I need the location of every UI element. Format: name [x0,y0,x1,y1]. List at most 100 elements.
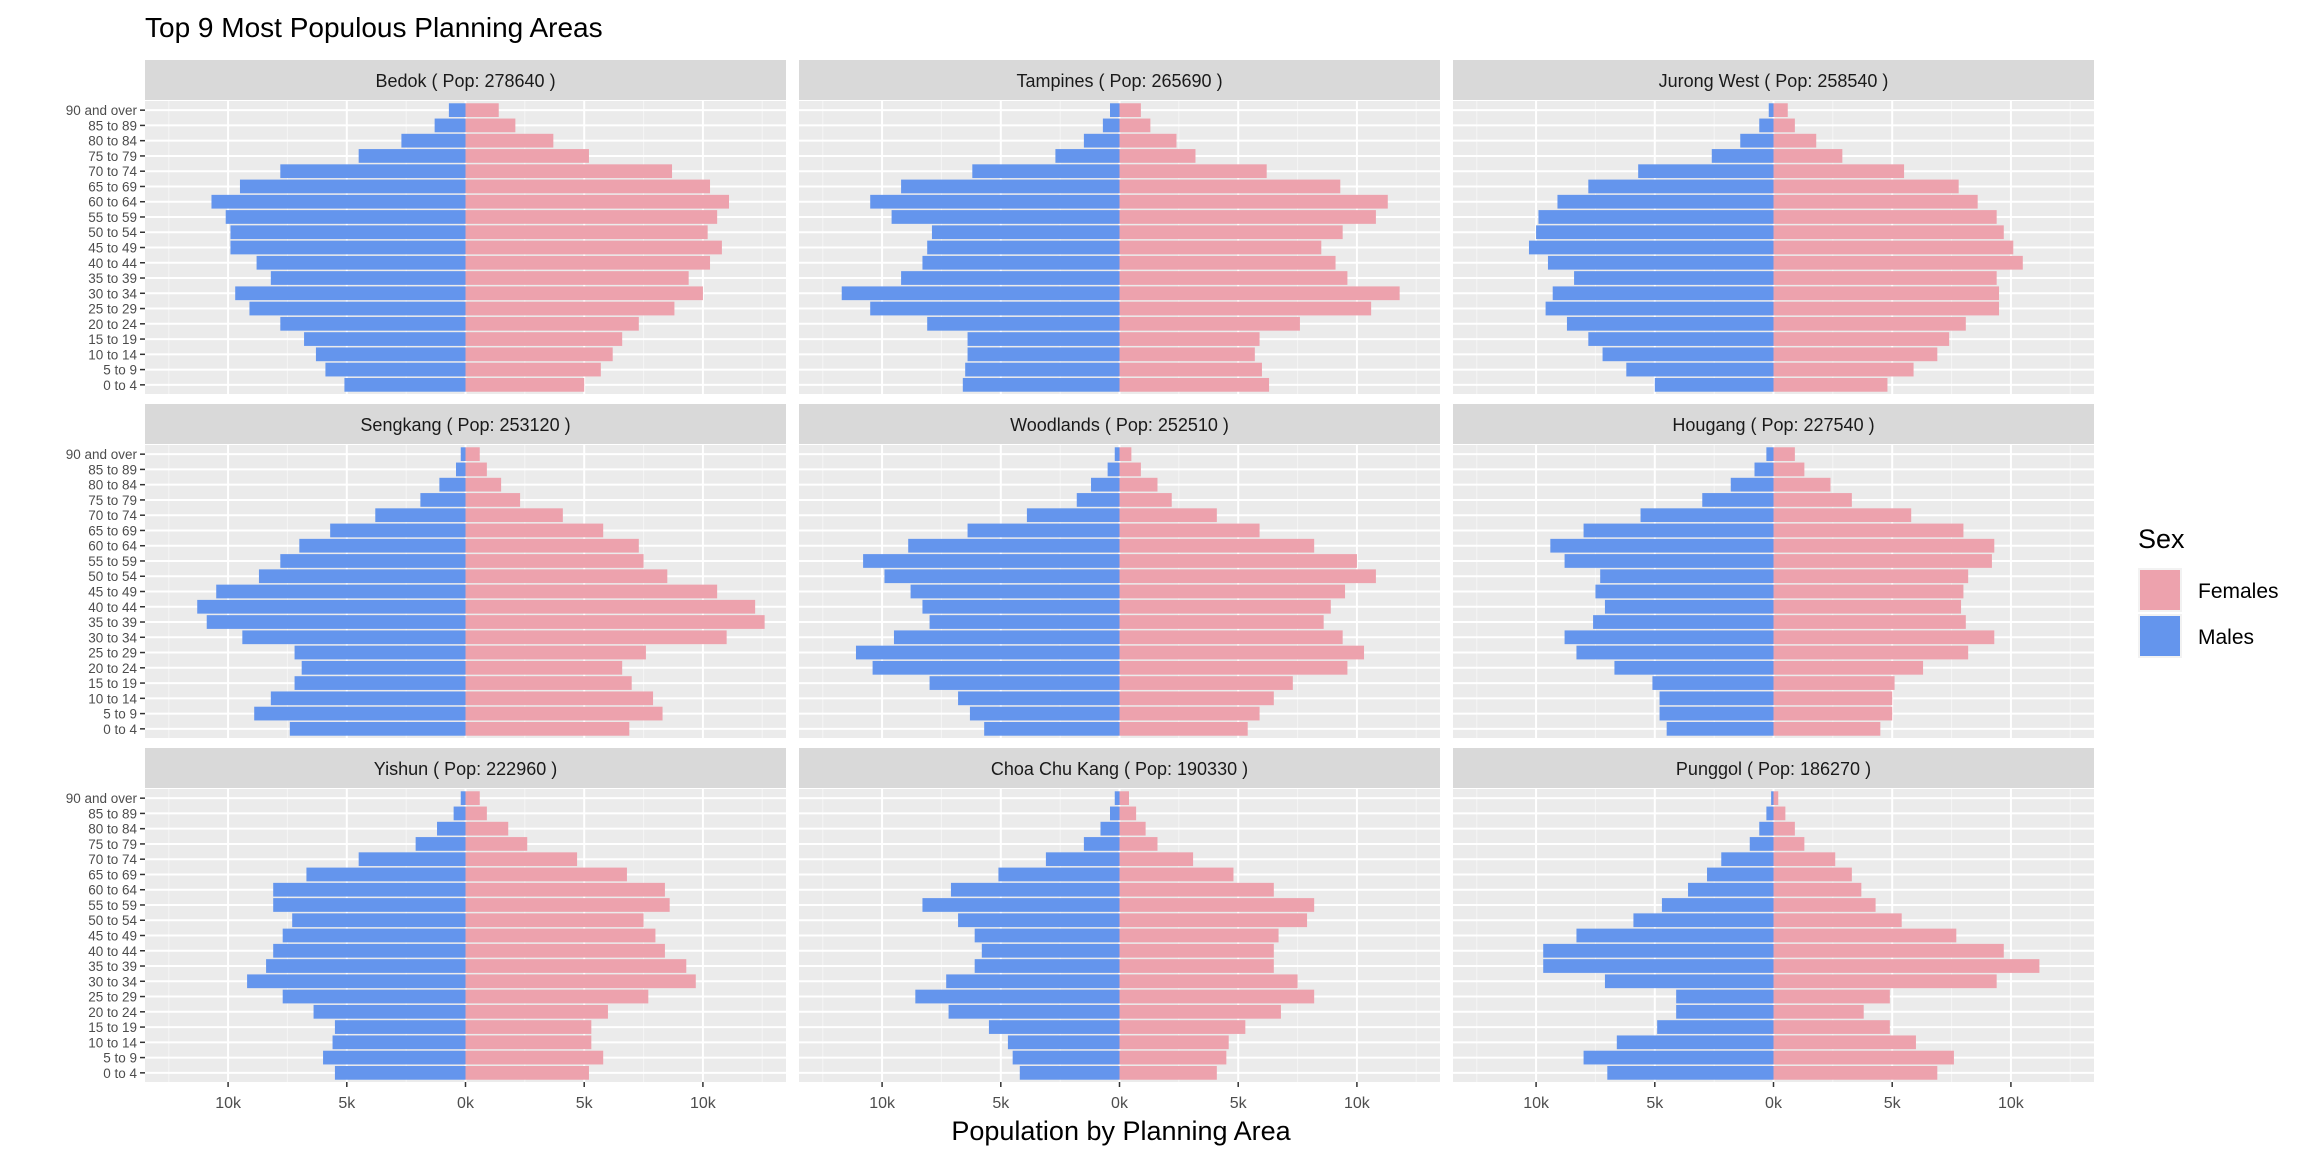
bar-females [1119,928,1279,943]
bar-females [1773,630,1995,645]
bar-females [1119,316,1300,331]
bar-males [929,676,1120,690]
bar-males [1626,362,1774,377]
y-tick-label: 15 to 19 [88,1020,137,1035]
bar-females [1119,615,1324,629]
bar-females [465,377,585,392]
bar-females [465,332,623,346]
bar-males [273,943,466,958]
bar-females [1119,149,1196,163]
bar-females [1119,882,1274,897]
bar-males [332,1035,466,1050]
bar-males [1528,240,1774,255]
bar-females [1119,103,1141,118]
bar-males [242,630,466,645]
bar-males [1640,508,1774,523]
bar-females [1119,271,1348,285]
bar-females [465,989,649,1004]
bar-females [465,240,722,255]
y-tick-label: 15 to 19 [88,676,137,691]
bar-males [306,867,466,882]
bar-males [1604,599,1774,614]
facet-strip-label: Choa Chu Kang ( Pop: 190330 ) [991,759,1248,779]
bar-females [1773,255,2023,270]
facet-strip-label: Hougang ( Pop: 227540 ) [1672,415,1874,435]
facet-panels: Bedok ( Pop: 278640 )0 to 45 to 910 to 1… [66,60,2094,1112]
bar-males [206,615,466,629]
bar-males [434,118,466,133]
bar-females [465,149,589,163]
bar-males [1661,898,1774,912]
y-tick-label: 55 to 59 [88,210,137,225]
y-tick-label: 0 to 4 [103,1066,137,1081]
bar-females [1119,852,1194,867]
x-tick-label: 10k [1344,1095,1371,1112]
facet-strip-label: Jurong West ( Pop: 258540 ) [1659,71,1889,91]
bar-males [1771,791,1774,806]
bar-males [304,332,466,346]
bar-males [1730,477,1774,492]
y-tick-label: 45 to 49 [88,929,137,944]
bar-females [1773,447,1795,462]
bar-males [292,913,466,928]
bar-females [1773,806,1786,821]
bar-males [1759,821,1774,836]
bar-females [465,584,718,599]
x-tick-label: 0k [1111,1095,1129,1112]
facet-panel: Woodlands ( Pop: 252510 ) [799,404,1440,738]
bar-males [1768,103,1774,118]
bar-males [1110,806,1120,821]
bar-males [1749,837,1774,851]
bar-females [465,615,765,629]
bar-males [344,377,466,392]
bar-males [1657,1020,1774,1034]
bar-males [1114,791,1120,806]
bar-males [280,554,466,568]
legend: Sex Females Males [2138,524,2279,658]
bar-males [967,332,1120,346]
y-tick-label: 25 to 29 [88,302,137,317]
bar-females [1119,240,1322,255]
bar-males [225,210,466,224]
y-tick-label: 5 to 9 [103,363,137,378]
bar-males [282,989,466,1004]
bar-females [465,179,711,194]
bar-females [1119,676,1293,690]
bar-males [901,179,1120,194]
bar-males [325,362,466,377]
bar-females [1773,1004,1864,1019]
bar-females [1773,377,1888,392]
bar-females [1119,523,1260,538]
bar-females [1773,615,1966,629]
bar-females [1119,362,1262,377]
bar-females [1773,164,1905,179]
bar-females [465,362,601,377]
bar-females [1773,523,1964,538]
bar-females [1119,691,1274,706]
bar-males [247,974,466,989]
bar-males [1576,928,1774,943]
bar-females [1773,584,1964,599]
bar-females [465,1004,608,1019]
bar-females [1119,867,1234,882]
bar-males [280,316,466,331]
bar-males [891,210,1120,224]
bar-males [256,255,466,270]
x-tick-label: 10k [869,1095,896,1112]
bar-females [1119,301,1372,316]
x-tick-label: 5k [576,1095,594,1112]
bar-females [1119,493,1172,507]
bar-males [273,882,466,897]
facet-strip [1453,404,2094,444]
bar-females [465,867,627,882]
bar-females [465,706,663,721]
facet-strip-label: Tampines ( Pop: 265690 ) [1016,71,1222,91]
bar-males [1564,630,1774,645]
bar-males [974,959,1120,973]
bar-females [1119,118,1151,133]
y-tick-label: 35 to 39 [88,271,137,286]
bar-females [1119,959,1274,973]
y-tick-label: 70 to 74 [88,164,137,179]
bar-males [1766,806,1774,821]
